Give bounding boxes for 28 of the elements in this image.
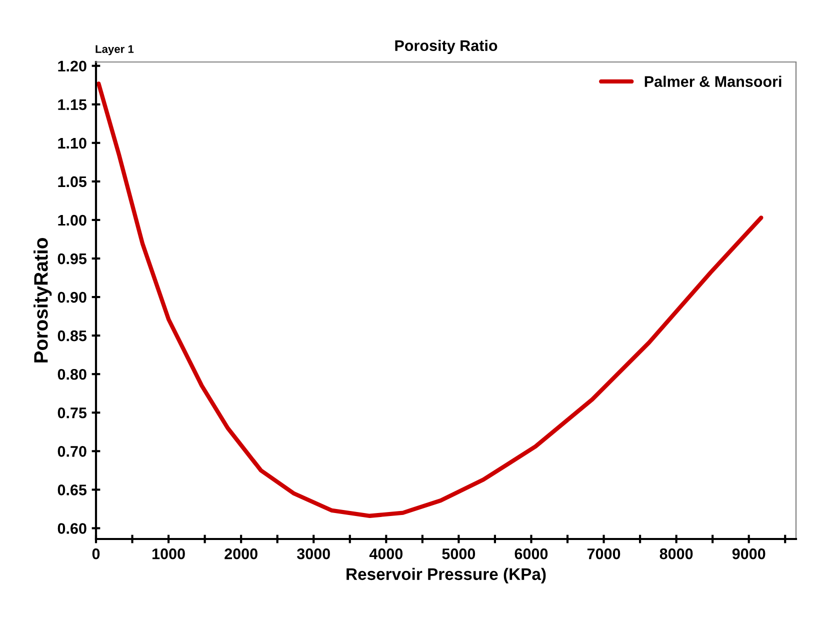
x-tick-label: 8000 (660, 548, 693, 560)
text: Layer 1 (96, 45, 134, 56)
y-tick-label: 0.60 (58, 523, 86, 534)
x-tick-label: 4000 (369, 548, 403, 560)
y-tick-label: 1.05 (58, 176, 87, 188)
y-tick-label: 0.70 (58, 446, 86, 457)
x-tick-label: 7000 (587, 548, 620, 560)
y-axis-title: PorosityRatio (34, 238, 52, 362)
y-tick-label: 1.10 (58, 138, 86, 149)
x-tick-label: 2000 (224, 548, 258, 560)
y-tick-label: 0.65 (58, 484, 87, 496)
y-tick-label: 1.20 (58, 60, 86, 72)
y-tick-label: 0.75 (58, 407, 87, 418)
chart-title: Porosity Ratio (395, 40, 498, 54)
x-tick-label: 0 (92, 548, 100, 560)
x-tick-label: 9000 (732, 548, 766, 560)
y-tick-label: 0.95 (58, 253, 87, 264)
y-tick-label: 1.15 (58, 99, 87, 110)
x-tick-label: 3000 (296, 548, 330, 560)
x-tick-label: 5000 (442, 548, 476, 560)
x-tick-label: 1000 (152, 548, 185, 560)
y-tick-label: 1.00 (58, 214, 86, 226)
x-tick-label: 6000 (514, 548, 548, 560)
y-tick-label: 0.90 (58, 292, 86, 303)
y-tick-label: 0.80 (58, 368, 86, 380)
legend-label: Palmer & Mansoori (644, 76, 782, 87)
x-axis-title: Reservoir Pressure (KPa) (346, 568, 546, 584)
y-tick-label: 0.85 (58, 330, 87, 342)
